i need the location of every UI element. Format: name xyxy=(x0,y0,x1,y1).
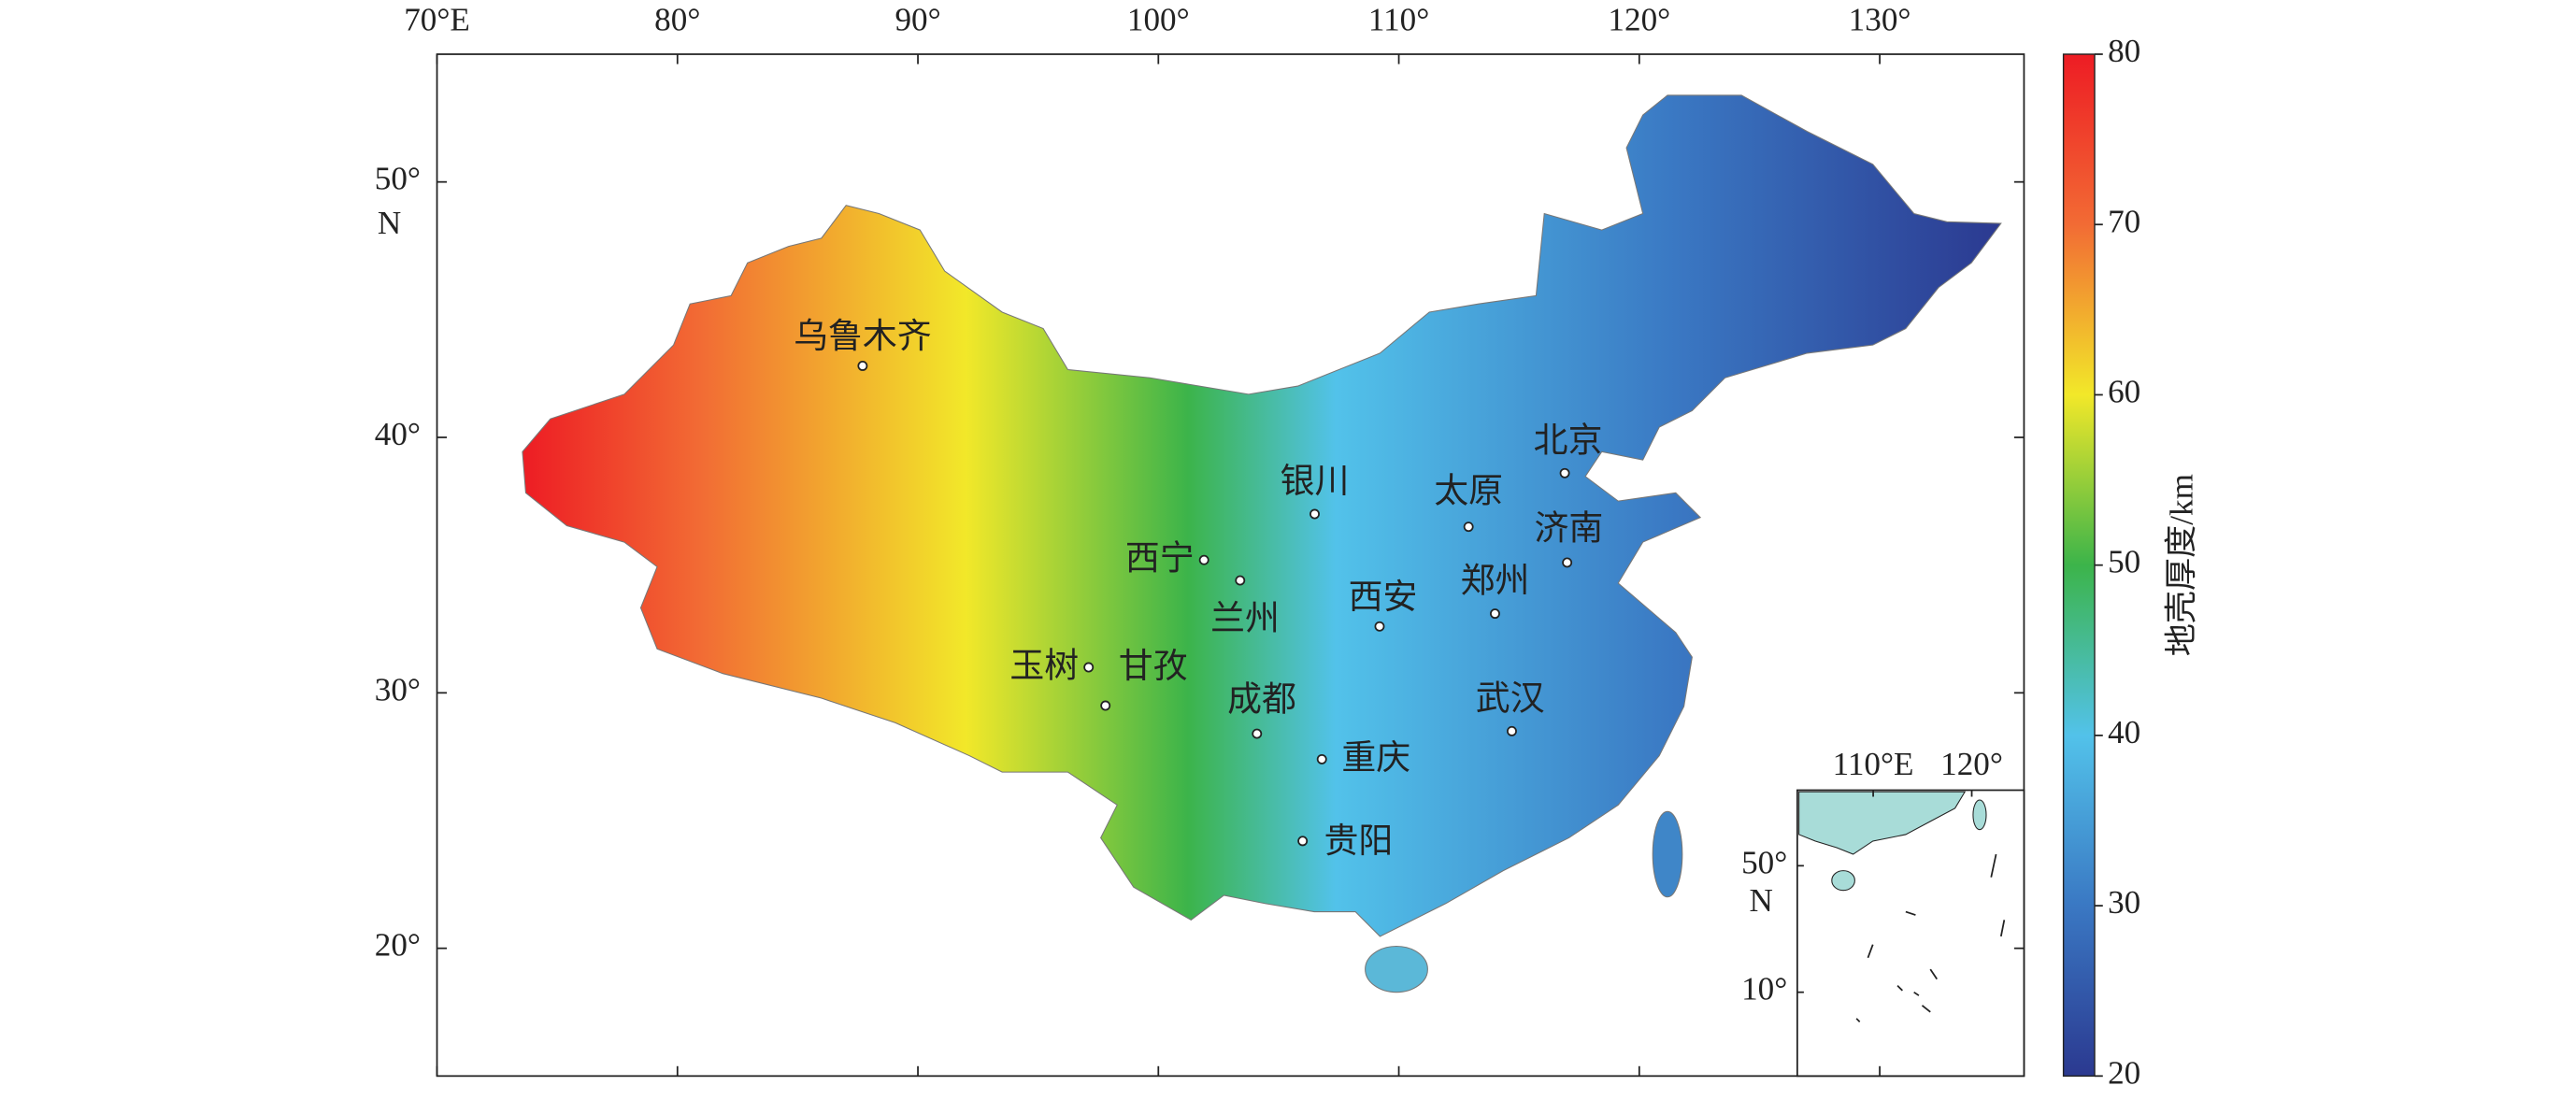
x-tick-label: 120° xyxy=(1608,2,1670,38)
x-tick-label: 90° xyxy=(894,2,940,38)
city-dot xyxy=(1235,575,1246,586)
city-label: 甘孜 xyxy=(1119,646,1188,686)
city-dot xyxy=(1309,508,1320,520)
x-tick-label: 100° xyxy=(1127,2,1190,38)
city-dot xyxy=(1100,700,1111,711)
y-tick-label: 30° xyxy=(375,671,421,707)
city-dot xyxy=(1297,836,1309,847)
city-label: 兰州 xyxy=(1210,598,1280,638)
x-tick-label: 130° xyxy=(1849,2,1911,38)
colorbar-tick-label: 30 xyxy=(2108,884,2140,921)
y-unit: N xyxy=(378,205,401,241)
city-label: 西宁 xyxy=(1125,538,1195,579)
city-label: 北京 xyxy=(1534,420,1603,460)
city-label: 济南 xyxy=(1534,507,1603,548)
city-label: 重庆 xyxy=(1341,737,1410,778)
city-label: 玉树 xyxy=(1009,646,1079,686)
city-dot xyxy=(1083,662,1095,673)
inset-hainan xyxy=(1831,870,1855,892)
city-dot xyxy=(1198,554,1209,565)
city-dot xyxy=(1252,728,1263,739)
city-dot xyxy=(1463,521,1474,533)
y-tick-label: 20° xyxy=(375,927,421,964)
city-dot xyxy=(1507,725,1517,736)
city-label: 贵阳 xyxy=(1324,821,1394,861)
city-dot xyxy=(1490,608,1500,620)
inset: 110°E 120° 50° 10° N xyxy=(1741,746,2025,1078)
city-label: 乌鲁木齐 xyxy=(794,316,932,356)
inset-land xyxy=(1798,791,1967,855)
city-dot xyxy=(1316,753,1327,764)
colorbar-tick-label: 60 xyxy=(2108,374,2140,410)
x-tick-label: 70°E xyxy=(404,2,470,38)
y-tick-label: 50° xyxy=(375,161,421,197)
inset-taiwan xyxy=(1972,799,1987,831)
colorbar-tick-label: 70 xyxy=(2108,203,2140,239)
city-label: 太原 xyxy=(1434,470,1503,510)
x-tick-label: 110° xyxy=(1368,2,1429,38)
inset-y-unit: N xyxy=(1750,882,1773,919)
colorbar-tick-label: 20 xyxy=(2108,1054,2140,1091)
inset-x-tick-label: 110°E xyxy=(1833,746,1914,782)
city-label: 成都 xyxy=(1227,679,1296,719)
city-dot xyxy=(1562,557,1573,568)
inset-y-tick-label: 50° xyxy=(1741,844,1787,880)
colorbar-tick-label: 80 xyxy=(2108,33,2140,69)
colorbar-tick-label: 40 xyxy=(2108,714,2140,750)
city-dot xyxy=(1559,467,1570,479)
inset-islands xyxy=(1855,853,2006,1022)
city-dot xyxy=(1374,621,1385,632)
city-dot xyxy=(857,361,868,371)
inset-x-tick-label: 120° xyxy=(1940,746,2003,782)
taiwan xyxy=(1652,810,1683,898)
inset-y-tick-label: 10° xyxy=(1741,971,1787,1007)
city-label: 郑州 xyxy=(1461,561,1530,601)
city-label: 银川 xyxy=(1281,461,1350,501)
x-tick-label: 80° xyxy=(654,2,700,38)
city-label: 西安 xyxy=(1349,577,1418,617)
city-label: 武汉 xyxy=(1476,678,1545,718)
colorbar-label: 地壳厚度/km xyxy=(2164,474,2200,656)
colorbar xyxy=(2062,53,2096,1078)
colorbar-tick-label: 50 xyxy=(2108,544,2140,580)
hainan xyxy=(1365,945,1428,993)
y-tick-label: 40° xyxy=(375,416,421,452)
china-land xyxy=(522,94,2002,937)
